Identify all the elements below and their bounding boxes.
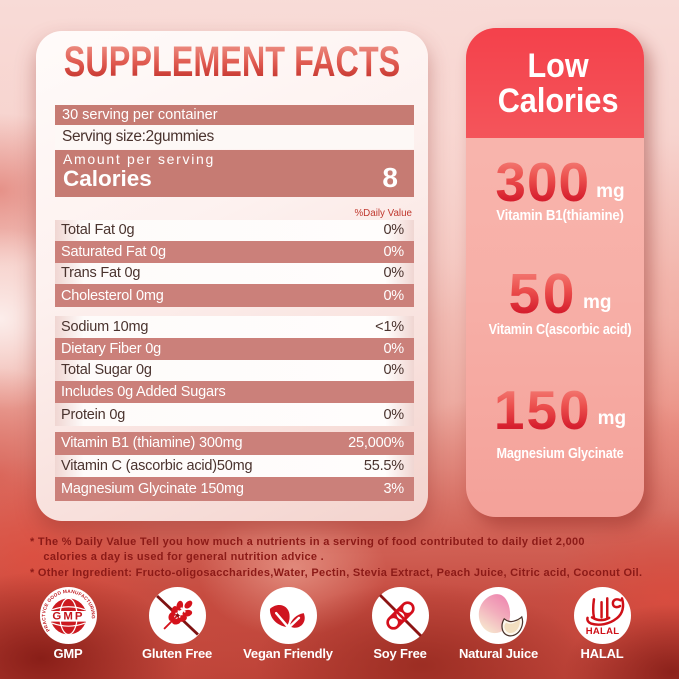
svg-text:GMP: GMP — [52, 611, 84, 623]
svg-text:HALAL: HALAL — [585, 626, 619, 637]
